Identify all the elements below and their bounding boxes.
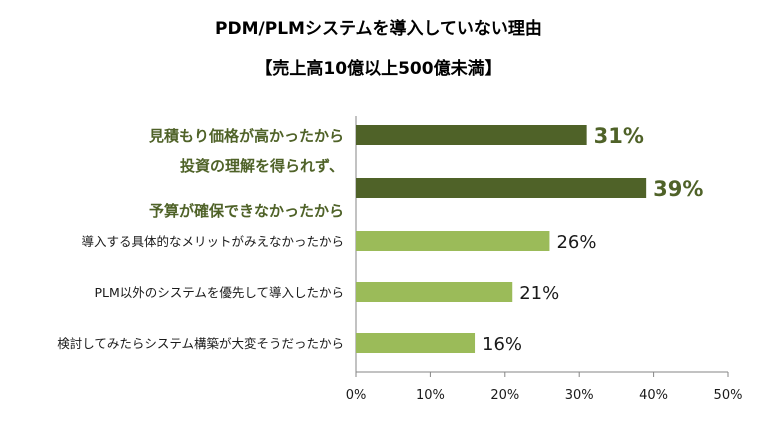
x-tick-label: 10% [416,388,445,403]
bar [356,282,513,302]
data-label: 16% [482,334,522,355]
chart-subtitle: 【売上高10億以上500億未満】 [255,59,502,79]
category-label: 検討してみたらシステム構築が大変そうだったから [57,336,344,351]
category-label: 見積もり価格が高かったから [148,127,344,145]
bar [356,125,587,145]
bar [356,178,647,198]
category-label: 予算が確保できなかったから [149,202,344,220]
x-tick-label: 20% [490,388,519,403]
data-label: 21% [519,283,559,304]
bar [356,231,550,251]
bar [356,333,476,353]
category-label: 導入する具体的なメリットがみえなかったから [81,234,344,249]
category-label: PLM以外のシステムを優先して導入したから [94,285,344,300]
data-label: 39% [653,177,703,201]
x-tick-label: 30% [565,388,594,403]
x-tick-label: 50% [714,388,743,403]
data-label: 31% [594,124,644,148]
chart-title: PDM/PLMシステムを導入していない理由 [215,19,542,39]
data-label: 26% [556,232,596,253]
x-tick-label: 0% [346,388,367,403]
x-tick-label: 40% [639,388,668,403]
category-label: 投資の理解を得られず、 [180,157,344,175]
